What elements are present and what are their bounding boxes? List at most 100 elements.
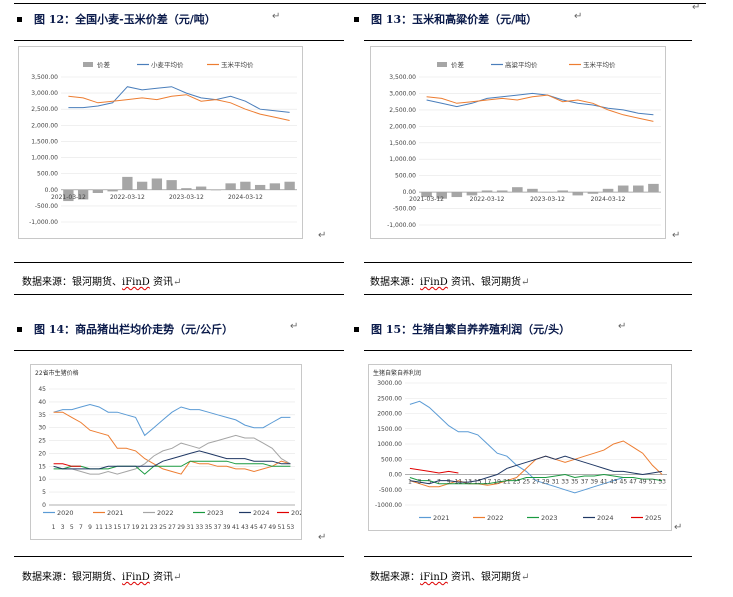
fig13-bar bbox=[557, 190, 568, 193]
fig14-x-tick-label: 3 bbox=[61, 524, 65, 531]
fig13-heading-text: 图 13：玉米和高粱价差（元/吨） bbox=[371, 13, 538, 26]
fig15-y-tick-label: -500.00 bbox=[379, 487, 402, 494]
fig14-x-tick-label: 13 bbox=[104, 524, 112, 531]
fig14-x-axis-labels: 1 3 5 7 9 11 13 15 17 19 21 23 25 27 29 31 33 35 37 39 41 43 4… bbox=[52, 524, 295, 531]
fig13-bar bbox=[633, 185, 644, 193]
fig15-y-tick-label: 500.00 bbox=[381, 456, 402, 463]
fig13-series-高粱平均价-line bbox=[426, 92, 654, 116]
fig14-y-tick-label: 45 bbox=[38, 386, 46, 393]
fig15-x-tick-label: 25 bbox=[522, 479, 530, 486]
fig15-x-tick-label: 21 bbox=[503, 479, 511, 486]
fig14-x-tick-label: 31 bbox=[186, 524, 194, 531]
fig13-series-价差 bbox=[421, 183, 659, 199]
fig14-legend-label: 2022 bbox=[157, 509, 174, 517]
fig12-bar bbox=[225, 183, 236, 190]
fig13-bar bbox=[436, 192, 447, 199]
fig12-bar bbox=[240, 181, 251, 190]
return-mark: ↵ bbox=[318, 532, 327, 543]
fig12-bar bbox=[284, 181, 295, 190]
fig12-bar bbox=[195, 186, 207, 190]
fig15-y-tick-label: 1500.00 bbox=[377, 426, 402, 433]
fig14-y-axis: 45 40 35 30 25 20 15 10 5 0 bbox=[38, 386, 295, 509]
fig15-title: 生猪自繁自养利润 bbox=[373, 369, 421, 377]
fig14-legend: 2020 2021 2022 2023 2024 2025 bbox=[43, 509, 301, 517]
fig15-x-tick-label: 29 bbox=[542, 479, 550, 486]
fig13-legend: 价差 高粱平均价 玉米平均价 bbox=[437, 60, 616, 69]
bullet-icon bbox=[354, 326, 359, 332]
fig13-x-tick-label: 2023-03-12 bbox=[530, 196, 565, 203]
fig12-series-玉米平均价-line bbox=[68, 94, 290, 121]
fig12-bar bbox=[136, 181, 148, 190]
fig14-y-tick-label: 5 bbox=[42, 489, 46, 496]
bullet-icon bbox=[17, 16, 22, 22]
fig14-x-tick-label: 47 bbox=[259, 524, 267, 531]
fig15-legend-label: 2024 bbox=[597, 514, 614, 522]
fig13-legend-label: 价差 bbox=[451, 60, 465, 69]
fig14-x-tick-label: 19 bbox=[132, 524, 140, 531]
fig14-x-tick-label: 7 bbox=[79, 524, 83, 531]
fig12-chart-svg: 3,500.00 3,000.00 2,500.00 2,000.00 1,500.00… bbox=[29, 60, 297, 226]
fig12-y-tick-label: 0.00 bbox=[45, 187, 59, 194]
fig13-heading: 图 13：玉米和高粱价差（元/吨） bbox=[354, 8, 537, 30]
fig12-bar bbox=[63, 189, 74, 202]
return-mark: ↵ bbox=[318, 230, 327, 241]
fig14-x-tick-label: 17 bbox=[123, 524, 131, 531]
fig14-heading: 图 14：商品猪出栏均价走势（元/公斤） bbox=[17, 318, 233, 340]
fig13-bar bbox=[527, 188, 538, 193]
fig15-legend-label: 2022 bbox=[487, 514, 504, 522]
fig12-x-tick-label: 2022-03-12 bbox=[110, 194, 145, 201]
fig14-legend-label: 2020 bbox=[57, 509, 74, 517]
fig14-x-tick-label: 21 bbox=[141, 524, 149, 531]
fig13-y-tick-label: 3,000.00 bbox=[389, 90, 416, 97]
fig13-bar bbox=[512, 187, 523, 193]
ifind-link: iFinD bbox=[122, 277, 150, 288]
fig13-bar bbox=[602, 188, 614, 193]
chart-fig15: 生猪自繁自养利润 3000.00 2500.00 2000.00 1500.00 1000… bbox=[368, 364, 672, 531]
fig15-x-tick-label: 23 bbox=[513, 479, 521, 486]
ifind-link: iFinD bbox=[420, 572, 448, 583]
fig14-x-tick-label: 1 bbox=[52, 524, 56, 531]
fig13-heading-rule bbox=[364, 40, 692, 41]
fig13-y-tick-label: 3,500.00 bbox=[389, 74, 416, 81]
fig13-y-tick-label: -1,000.00 bbox=[387, 222, 416, 229]
fig12-bar bbox=[181, 188, 192, 190]
fig13-y-tick-label: 500.00 bbox=[395, 173, 416, 180]
fig15-x-tick-label: 53 bbox=[658, 479, 666, 486]
fig15-y-tick-label: 2500.00 bbox=[377, 395, 402, 402]
fig13-series-玉米平均价-line bbox=[426, 94, 654, 122]
fig13-x-tick-label: 2024-03-12 bbox=[591, 196, 626, 203]
fig15-heading-text: 图 15：生猪自繁自养养殖利润（元/头） bbox=[371, 323, 571, 336]
fig13-bar bbox=[587, 192, 599, 194]
fig14-x-tick-label: 35 bbox=[205, 524, 213, 531]
fig13-source: 数据来源：iFinD 资讯、银河期货↵ bbox=[370, 277, 530, 288]
fig15-x-tick-label: 17 bbox=[484, 479, 492, 486]
fig12-y-tick-label: 500.00 bbox=[37, 171, 58, 178]
fig15-x-tick-label: 43 bbox=[610, 479, 618, 486]
fig15-x-tick-label: 37 bbox=[581, 479, 589, 486]
fig12-y-tick-label: 3,000.00 bbox=[31, 90, 58, 97]
fig15-x-tick-label: 7 bbox=[437, 479, 441, 486]
fig13-legend-label: 高粱平均价 bbox=[505, 60, 538, 69]
fig13-bar bbox=[648, 183, 659, 193]
fig14-source: 数据来源：银河期货、iFinD 资讯↵ bbox=[22, 572, 182, 583]
fig14-x-tick-label: 27 bbox=[168, 524, 176, 531]
fig12-legend-swatch bbox=[83, 62, 93, 67]
fig12-bottom-rule bbox=[14, 294, 344, 295]
fig13-y-tick-label: 2,000.00 bbox=[389, 123, 416, 130]
fig13-x-axis-labels: 2021-03-12 2022-03-12 2023-03-12 2024-03-12 bbox=[409, 196, 626, 203]
fig13-bar bbox=[617, 185, 629, 193]
fig14-x-tick-label: 15 bbox=[114, 524, 122, 531]
fig12-heading-text: 图 12：全国小麦-玉米价差（元/吨） bbox=[34, 13, 216, 26]
return-mark: ↵ bbox=[574, 11, 583, 22]
fig15-x-tick-label: 11 bbox=[455, 479, 463, 486]
fig15-series-2025-line bbox=[409, 467, 459, 474]
fig12-legend: 价差 小麦平均价 玉米平均价 bbox=[83, 60, 254, 69]
return-mark: ↵ bbox=[674, 522, 683, 533]
fig12-series-小麦平均价-line bbox=[68, 86, 290, 113]
fig13-y-tick-label: -500.00 bbox=[393, 206, 416, 213]
fig15-y-tick-label: 3000.00 bbox=[377, 380, 402, 387]
fig15-heading: 图 15：生猪自繁自养养殖利润（元/头） bbox=[354, 318, 570, 340]
fig14-y-tick-label: 40 bbox=[38, 399, 46, 406]
fig14-y-tick-label: 30 bbox=[38, 425, 46, 432]
fig13-legend-swatch bbox=[437, 62, 447, 67]
